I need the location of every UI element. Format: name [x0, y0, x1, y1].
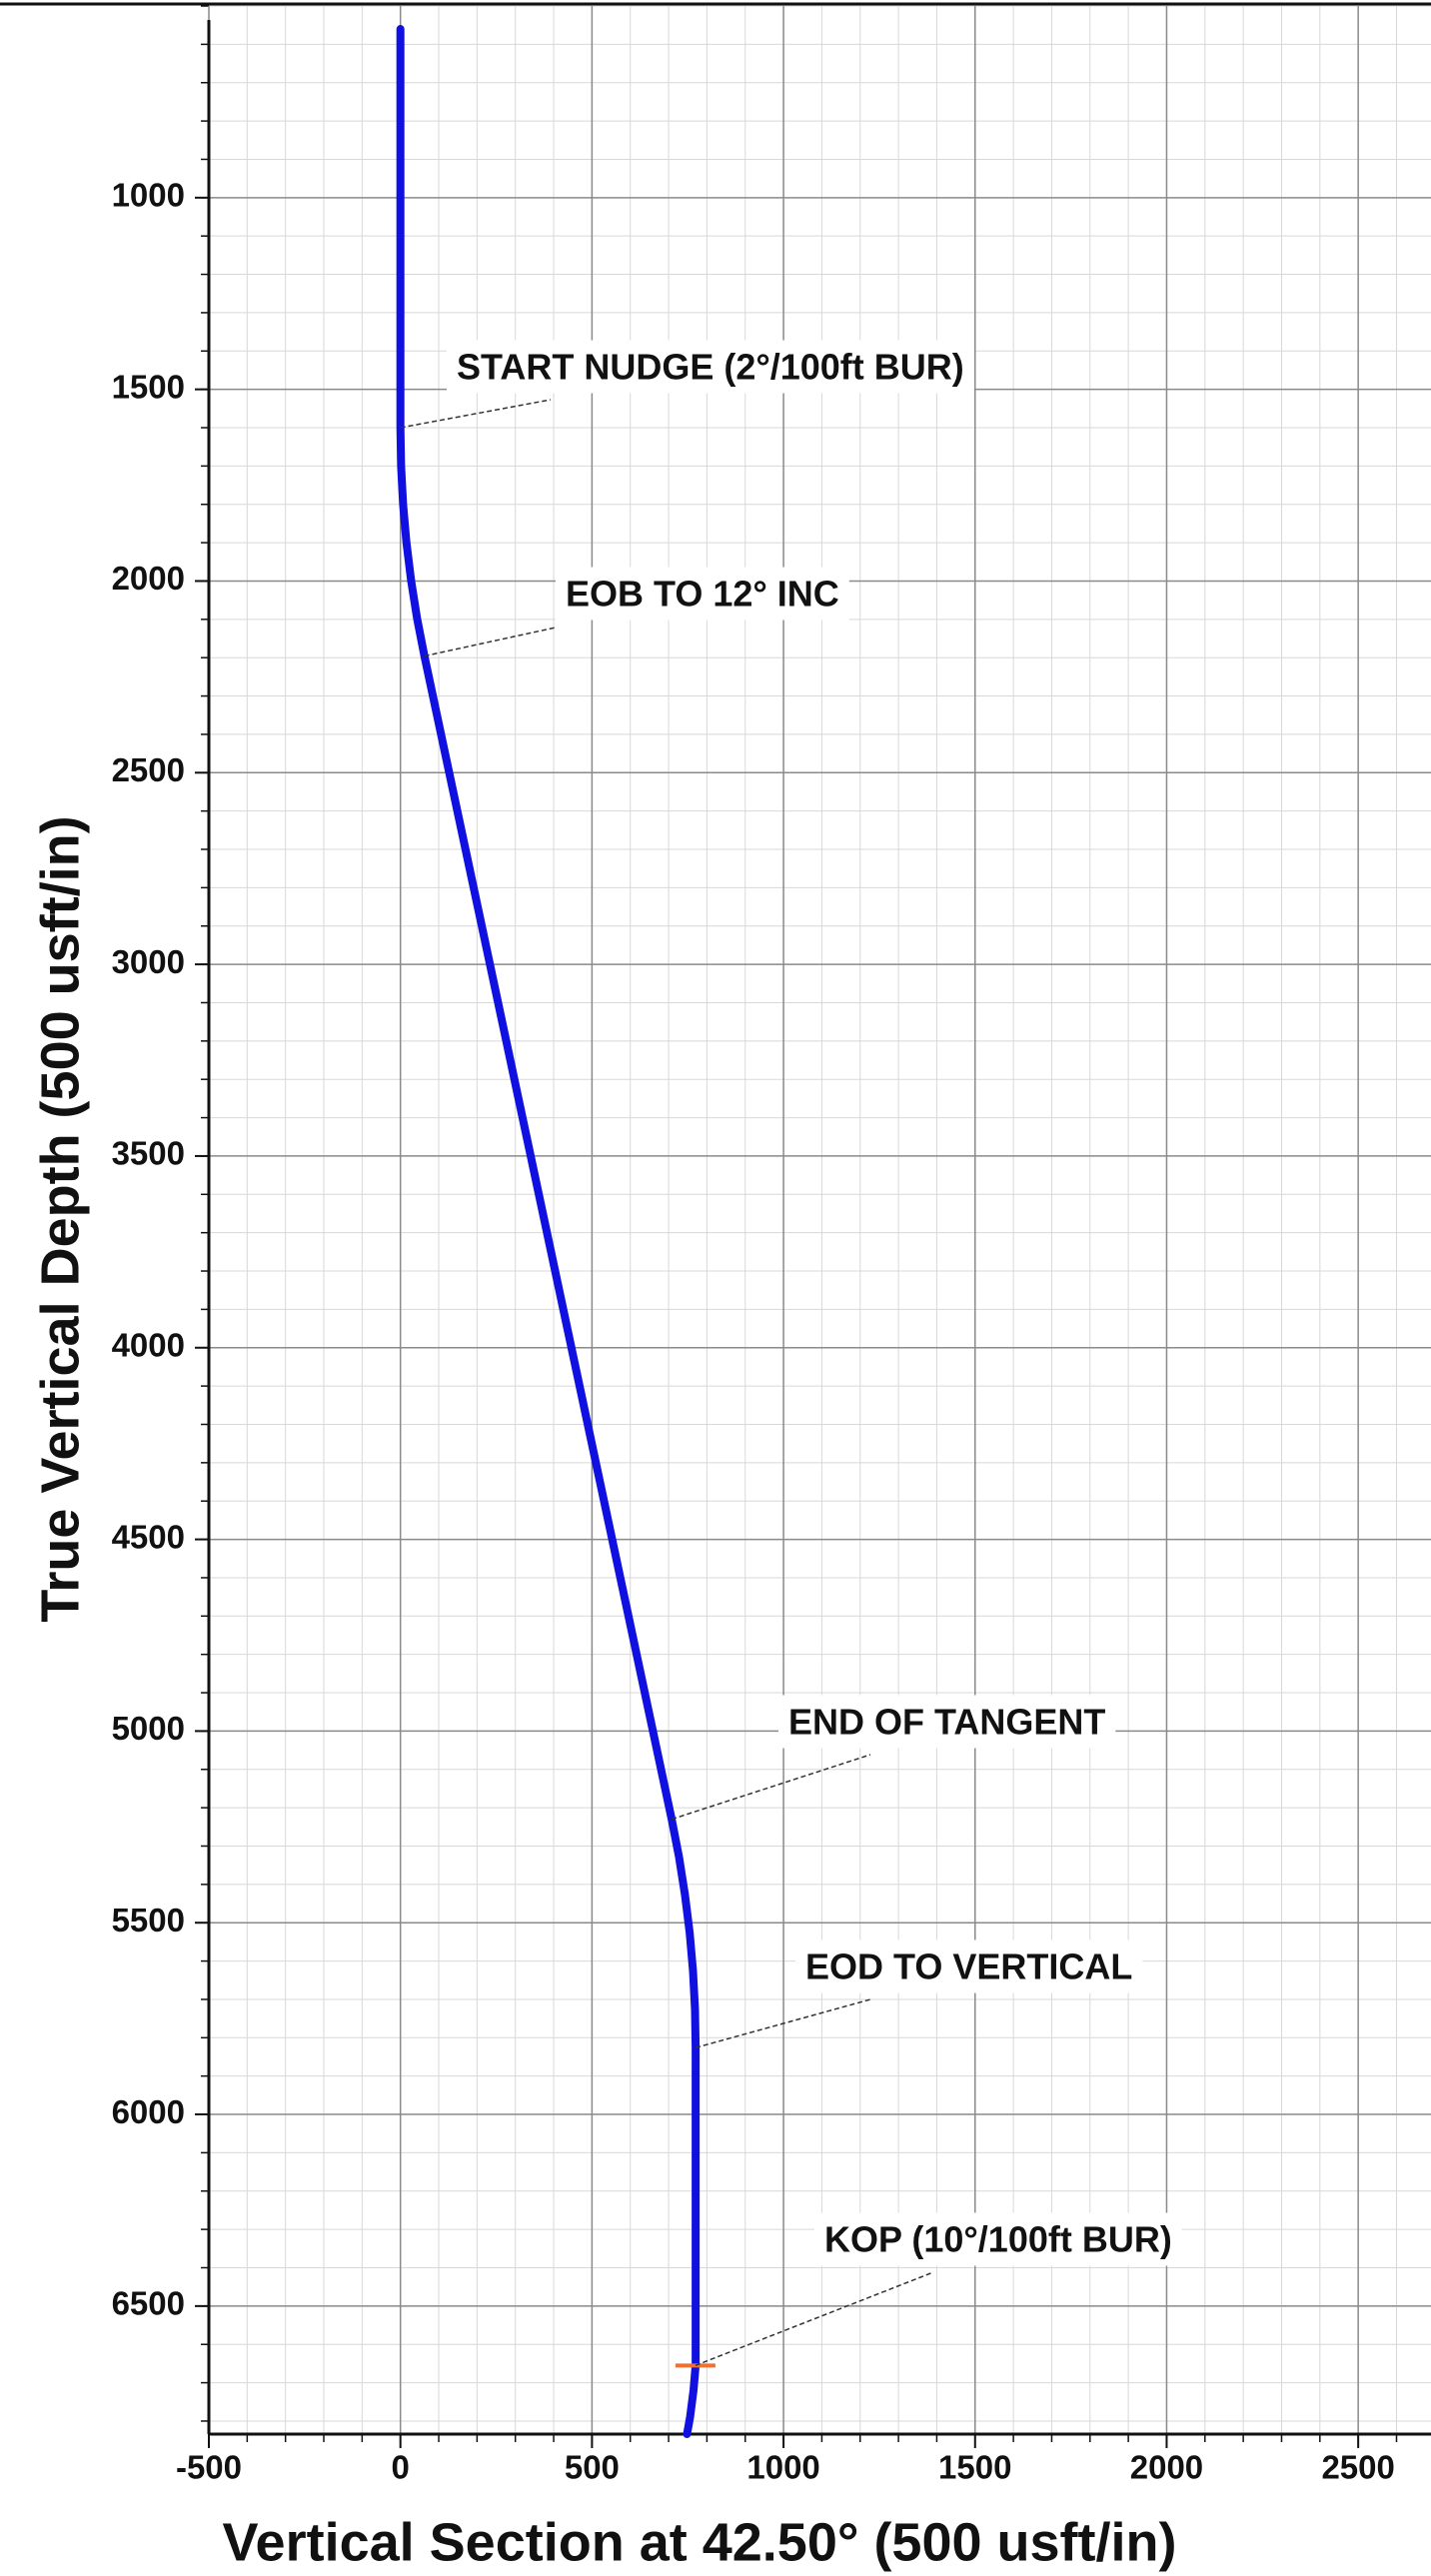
y-tick-label: 6500 [112, 2285, 185, 2322]
x-tick-label: 2500 [1321, 2449, 1394, 2486]
y-tick-label: 4000 [112, 1326, 185, 1363]
annotation-bg [556, 567, 849, 621]
annotation-label: END OF TANGENT [788, 1702, 1105, 1743]
y-tick-label: 5000 [112, 1710, 185, 1747]
annotation-bg [795, 1939, 1143, 1993]
y-axis-title: True Vertical Depth (500 usft/in) [30, 815, 90, 1622]
y-tick-label: 2000 [112, 560, 185, 597]
annotation-label: KOP (10°/100ft BUR) [824, 2219, 1172, 2260]
leader-line [695, 1998, 871, 2049]
annotation-label: START NUDGE (2°/100ft BUR) [457, 347, 964, 388]
y-tick-label: 3500 [112, 1135, 185, 1172]
y-tick-label: 6000 [112, 2093, 185, 2130]
y-tick-label: 1000 [112, 177, 185, 214]
annotation-bg [778, 1695, 1116, 1749]
leader-line [671, 1754, 871, 1821]
annotation-label: EOB TO 12° INC [566, 574, 839, 615]
leader-line [424, 627, 557, 657]
leader-line [695, 2271, 934, 2367]
x-tick-label: 500 [565, 2449, 620, 2486]
y-tick-label: 3000 [112, 943, 185, 980]
x-tick-label: -500 [176, 2449, 242, 2486]
leader-line [400, 399, 552, 429]
y-tick-label: 2500 [112, 751, 185, 788]
y-tick-label: 4500 [112, 1518, 185, 1555]
x-tick-label: 1500 [938, 2449, 1011, 2486]
annotation-label: EOD TO VERTICAL [805, 1946, 1132, 1987]
x-tick-label: 1000 [746, 2449, 819, 2486]
x-tick-label: 2000 [1130, 2449, 1203, 2486]
annotation-bg [447, 340, 974, 394]
x-tick-label: 0 [392, 2449, 410, 2486]
annotation-bg [814, 2212, 1182, 2266]
y-tick-label: 1500 [112, 368, 185, 405]
x-axis-title: Vertical Section at 42.50° (500 usft/in) [223, 2512, 1177, 2572]
y-tick-label: 5500 [112, 1902, 185, 1938]
